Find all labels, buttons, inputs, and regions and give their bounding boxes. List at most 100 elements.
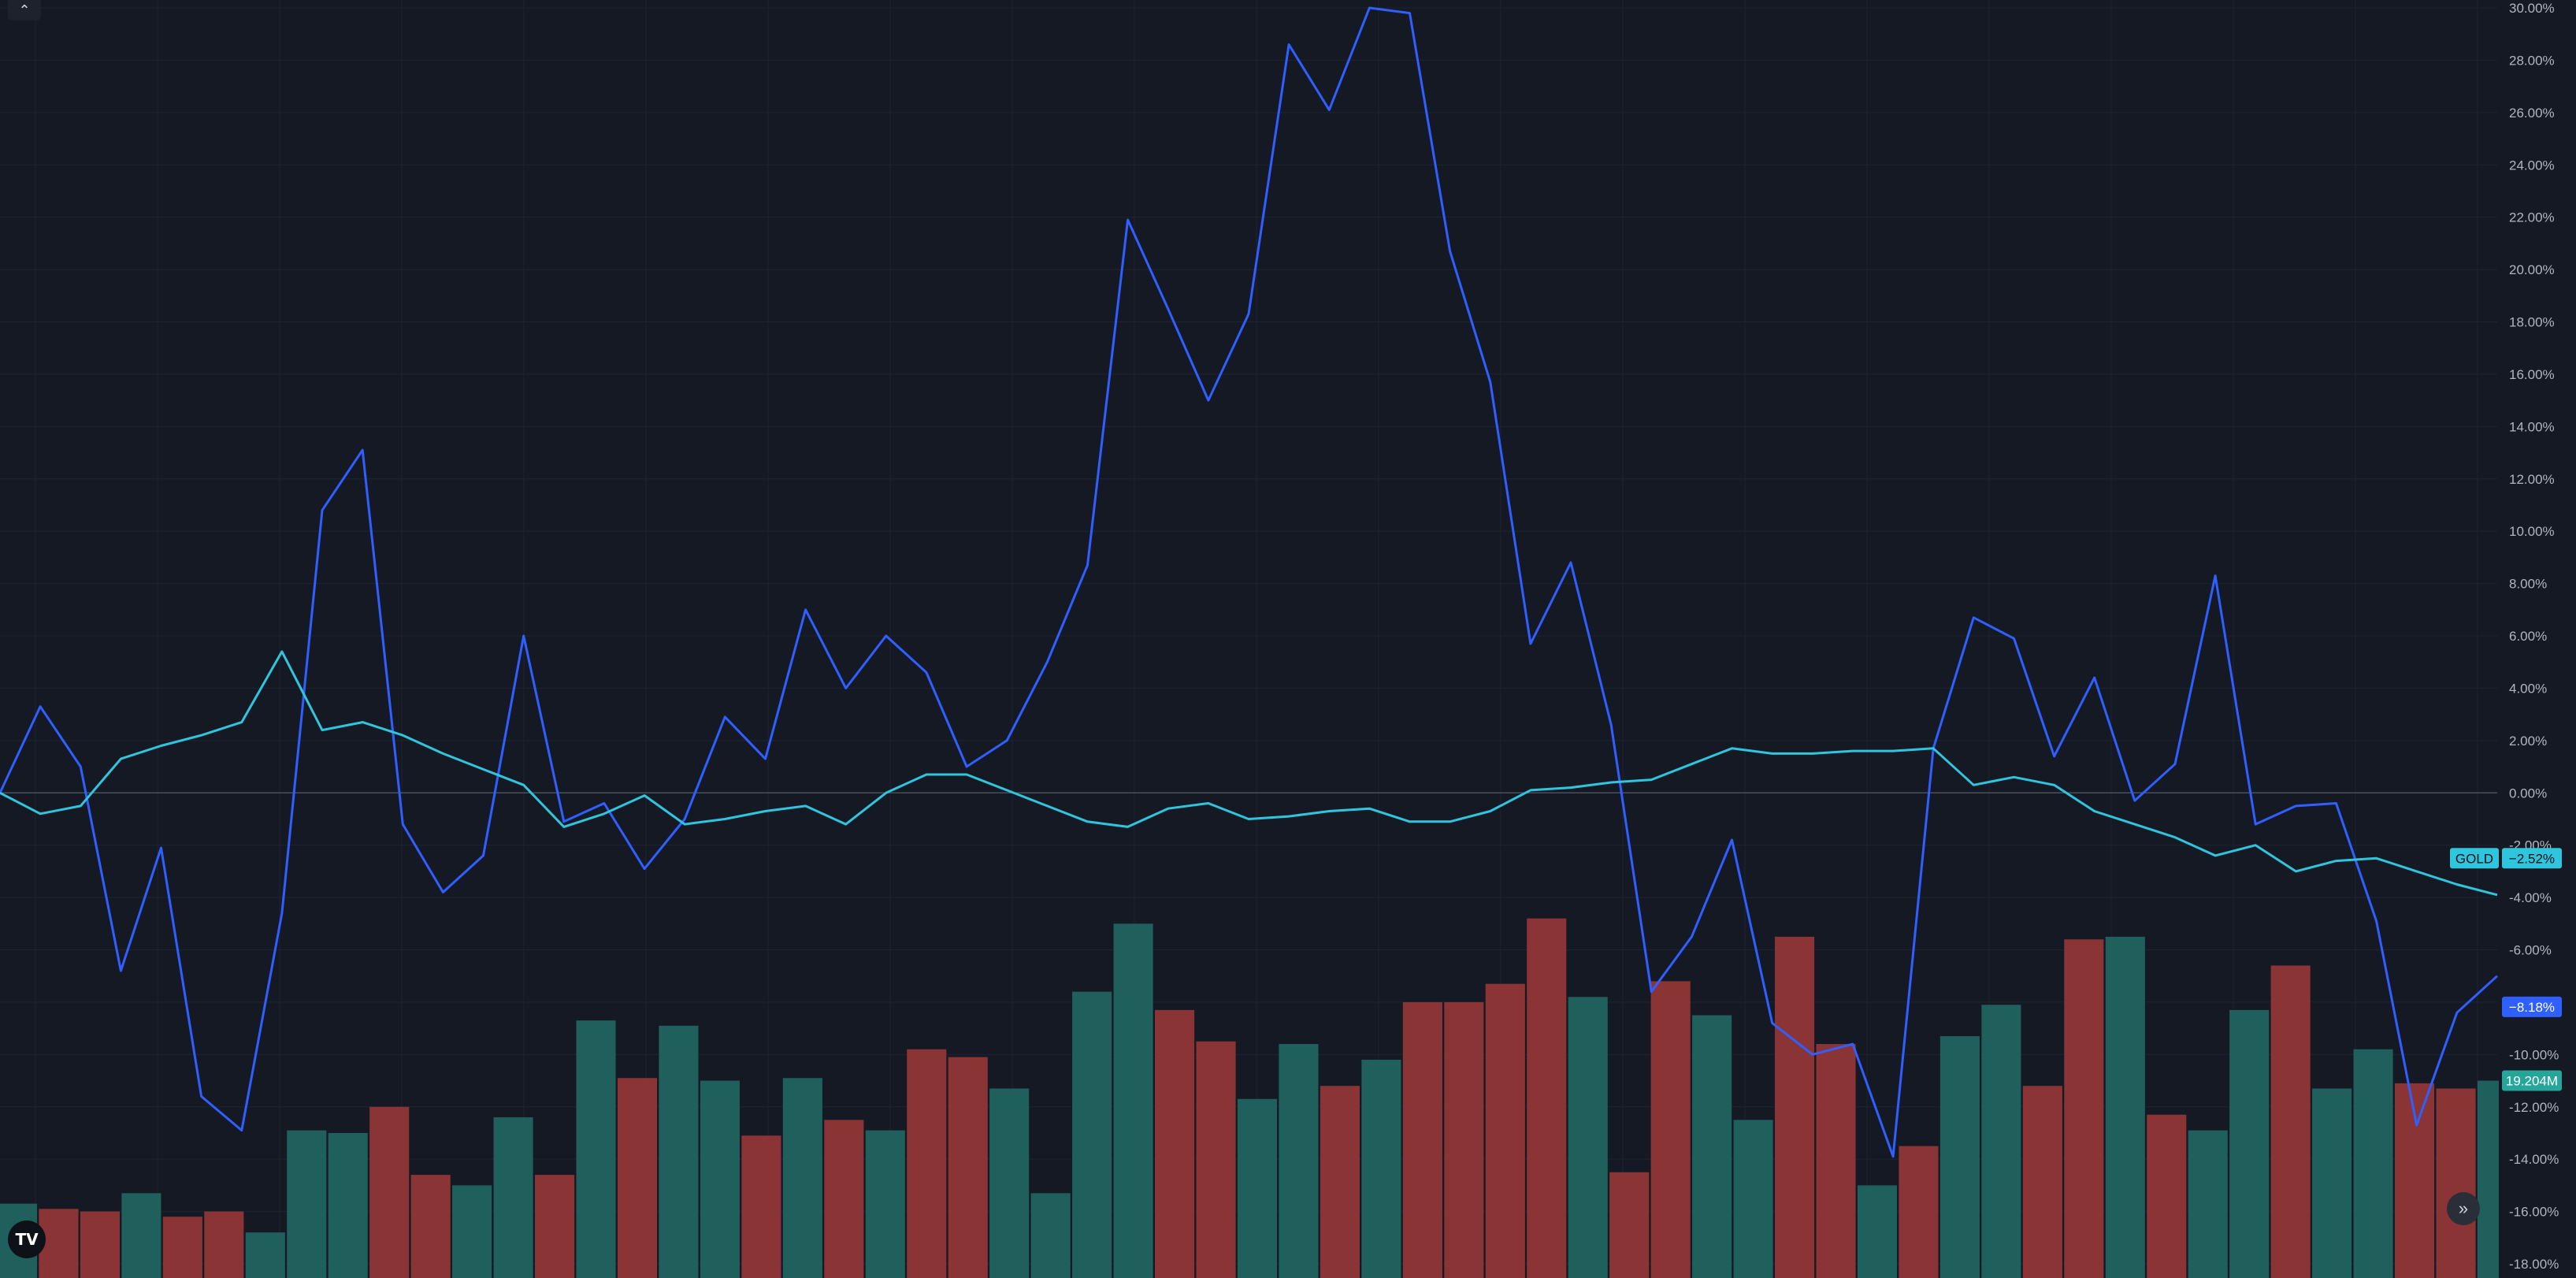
y-tick-label: -6.00%: [2509, 943, 2552, 958]
volume-bar: [1030, 1193, 1071, 1278]
gold-last-value-bg: [2502, 848, 2562, 869]
gold-symbol-label: GOLD: [2455, 851, 2493, 866]
symbol-last-value-bg: [2502, 996, 2562, 1017]
volume-bar: [410, 1175, 451, 1278]
volume-bar: [369, 1106, 410, 1278]
y-tick-label: 16.00%: [2509, 367, 2555, 382]
symbol-last-value: −8.18%: [2509, 1000, 2555, 1015]
volume-bar: [80, 1211, 120, 1278]
volume-bar: [1939, 1036, 1980, 1278]
y-tick-label: -12.00%: [2509, 1100, 2559, 1115]
volume-bar: [1692, 1015, 1732, 1278]
volume-bar: [2229, 1009, 2270, 1278]
volume-bar: [1279, 1044, 1319, 1278]
volume-bar: [2270, 965, 2311, 1278]
volume-bar: [1527, 918, 1567, 1278]
volume-bar: [1237, 1098, 1278, 1278]
tradingview-logo[interactable]: TV: [8, 1220, 46, 1258]
axis-background: [2499, 0, 2576, 1278]
volume-bar: [700, 1080, 740, 1278]
logo-text: TV: [15, 1230, 39, 1249]
y-tick-label: -10.00%: [2509, 1047, 2559, 1062]
volume-bar: [989, 1088, 1030, 1278]
volume-bar: [1775, 936, 1815, 1278]
last-value-tags: GOLD −2.52% −8.18% 19.204M: [2450, 848, 2562, 1091]
volume-bar: [1113, 923, 1153, 1278]
comparison-lines: [0, 6, 2499, 1158]
volume-bar: [204, 1211, 244, 1278]
y-tick-label: 8.00%: [2509, 577, 2547, 592]
y-tick-label: 14.00%: [2509, 419, 2555, 434]
y-tick-label: 20.00%: [2509, 262, 2555, 277]
gold-line: [0, 650, 2498, 897]
y-tick-label: 10.00%: [2509, 524, 2555, 539]
y-tick-label: 2.00%: [2509, 734, 2547, 749]
volume-bar: [1485, 983, 1525, 1278]
volume-bar: [741, 1135, 781, 1278]
volume-bar: [1733, 1120, 1773, 1278]
volume-bar: [1320, 1086, 1360, 1278]
y-tick-label: 12.00%: [2509, 472, 2555, 487]
volume-bar: [1402, 1001, 1442, 1278]
volume-bars: [0, 918, 2518, 1278]
symbol-line: [0, 6, 2499, 1158]
volume-bar: [948, 1057, 988, 1278]
y-tick-label: 6.00%: [2509, 629, 2547, 644]
gold-last-value: −2.52%: [2509, 851, 2555, 866]
volume-bar: [1155, 1009, 1195, 1278]
y-tick-label: 4.00%: [2509, 681, 2547, 696]
volume-last-value: 19.204M: [2506, 1074, 2558, 1089]
volume-bar: [2312, 1088, 2352, 1278]
volume-bar: [824, 1120, 864, 1278]
y-tick-label: -14.00%: [2509, 1152, 2559, 1167]
volume-bar: [1568, 997, 1608, 1278]
volume-bar: [2022, 1086, 2062, 1278]
volume-bar: [2436, 1088, 2476, 1278]
collapse-toolbar-button[interactable]: ⌃: [8, 0, 41, 20]
y-tick-label: -16.00%: [2509, 1205, 2559, 1220]
y-tick-label: -4.00%: [2509, 890, 2552, 905]
volume-bar: [1196, 1041, 1236, 1278]
volume-bar: [2353, 1049, 2393, 1278]
volume-bar: [782, 1078, 822, 1278]
volume-bar: [2188, 1130, 2228, 1278]
volume-last-value-bg: [2502, 1070, 2562, 1091]
y-tick-label: 0.00%: [2509, 786, 2547, 801]
chevron-up-icon: ⌃: [18, 2, 31, 18]
volume-bar: [39, 1209, 79, 1278]
volume-bar: [865, 1130, 905, 1278]
volume-bar: [1857, 1185, 1898, 1278]
volume-bar: [1816, 1044, 1856, 1278]
volume-bar: [287, 1130, 327, 1278]
y-tick-label: 28.00%: [2509, 53, 2555, 68]
volume-bar: [493, 1117, 533, 1278]
volume-bar: [617, 1078, 658, 1278]
volume-bar: [576, 1020, 616, 1278]
price-axis[interactable]: 30.00% 28.00% 26.00% 24.00% 22.00% 20.00% 18.0…: [2499, 0, 2576, 1278]
volume-bar: [245, 1232, 285, 1278]
y-tick-label: 24.00%: [2509, 158, 2555, 173]
volume-bar: [1899, 1146, 1939, 1278]
double-chevron-right-icon: »: [2458, 1198, 2469, 1218]
volume-bar: [535, 1175, 575, 1278]
volume-bar: [452, 1185, 492, 1278]
volume-bar: [1444, 1001, 1484, 1278]
gold-symbol-pill: [2450, 848, 2499, 869]
volume-bar: [162, 1217, 202, 1278]
volume-bar: [907, 1049, 947, 1278]
y-tick-label: 22.00%: [2509, 210, 2555, 225]
volume-bar: [328, 1132, 368, 1278]
volume-bar: [1361, 1059, 1401, 1278]
volume-bar: [2105, 936, 2145, 1278]
y-tick-label: -18.00%: [2509, 1257, 2559, 1272]
y-tick-label: 26.00%: [2509, 106, 2555, 121]
volume-bar: [2064, 939, 2104, 1278]
scroll-to-realtime-button[interactable]: »: [2447, 1192, 2480, 1225]
y-tick-label: 30.00%: [2509, 1, 2555, 16]
volume-bar: [1650, 981, 1691, 1278]
volume-bar: [121, 1193, 161, 1278]
volume-bar: [1072, 991, 1112, 1278]
volume-bar: [1981, 1005, 2021, 1278]
volume-bar: [1609, 1172, 1650, 1278]
